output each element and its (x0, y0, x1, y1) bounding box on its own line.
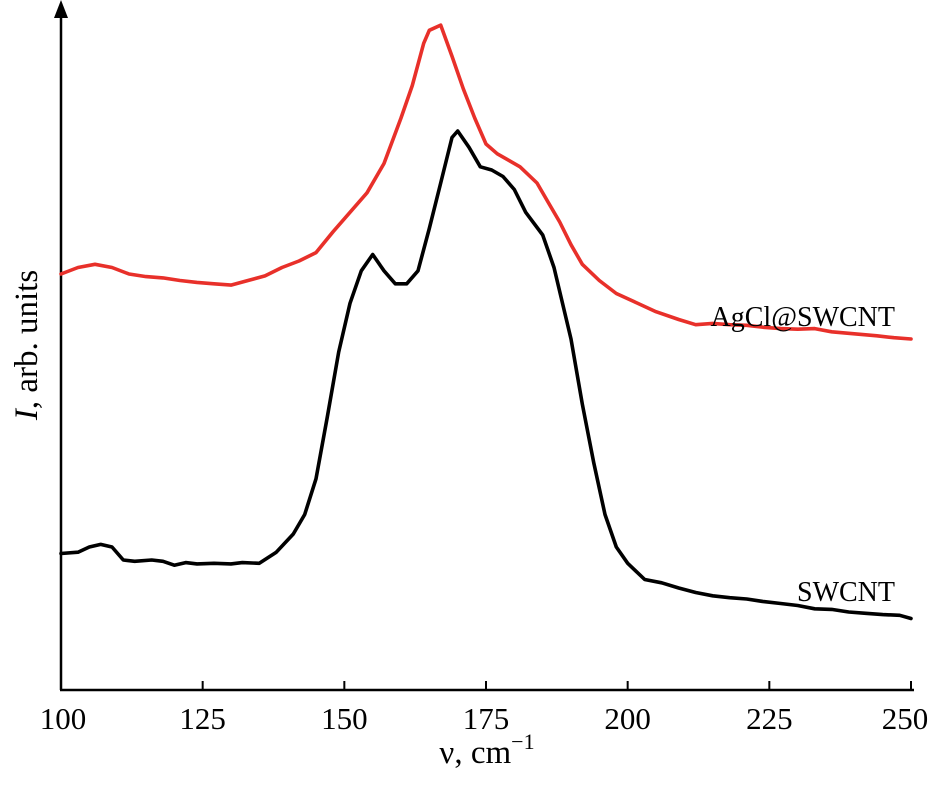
x-ticks: 100 125 150 175 200 225 250 (40, 681, 929, 736)
x-tick-label: 200 (604, 701, 651, 736)
x-tick-label: 225 (746, 701, 793, 736)
x-tick-label: 125 (179, 701, 226, 736)
x-axis-title: ν, cm−1 (439, 729, 534, 771)
x-tick-label: 250 (882, 701, 929, 736)
x-tick-label: 100 (40, 701, 87, 736)
series-line-agcl-swcnt (59, 23, 913, 341)
series-label-swcnt: SWCNT (797, 577, 895, 608)
series-line-swcnt (59, 129, 913, 621)
axes (54, 0, 914, 692)
x-tick-label: 175 (463, 701, 510, 736)
series-group (59, 23, 913, 621)
y-axis-arrow (54, 0, 68, 18)
x-tick-label: 150 (321, 701, 368, 736)
y-axis-title: I, arb. units (9, 270, 45, 421)
series-label-agcl-swcnt: AgCl@SWCNT (711, 302, 895, 333)
